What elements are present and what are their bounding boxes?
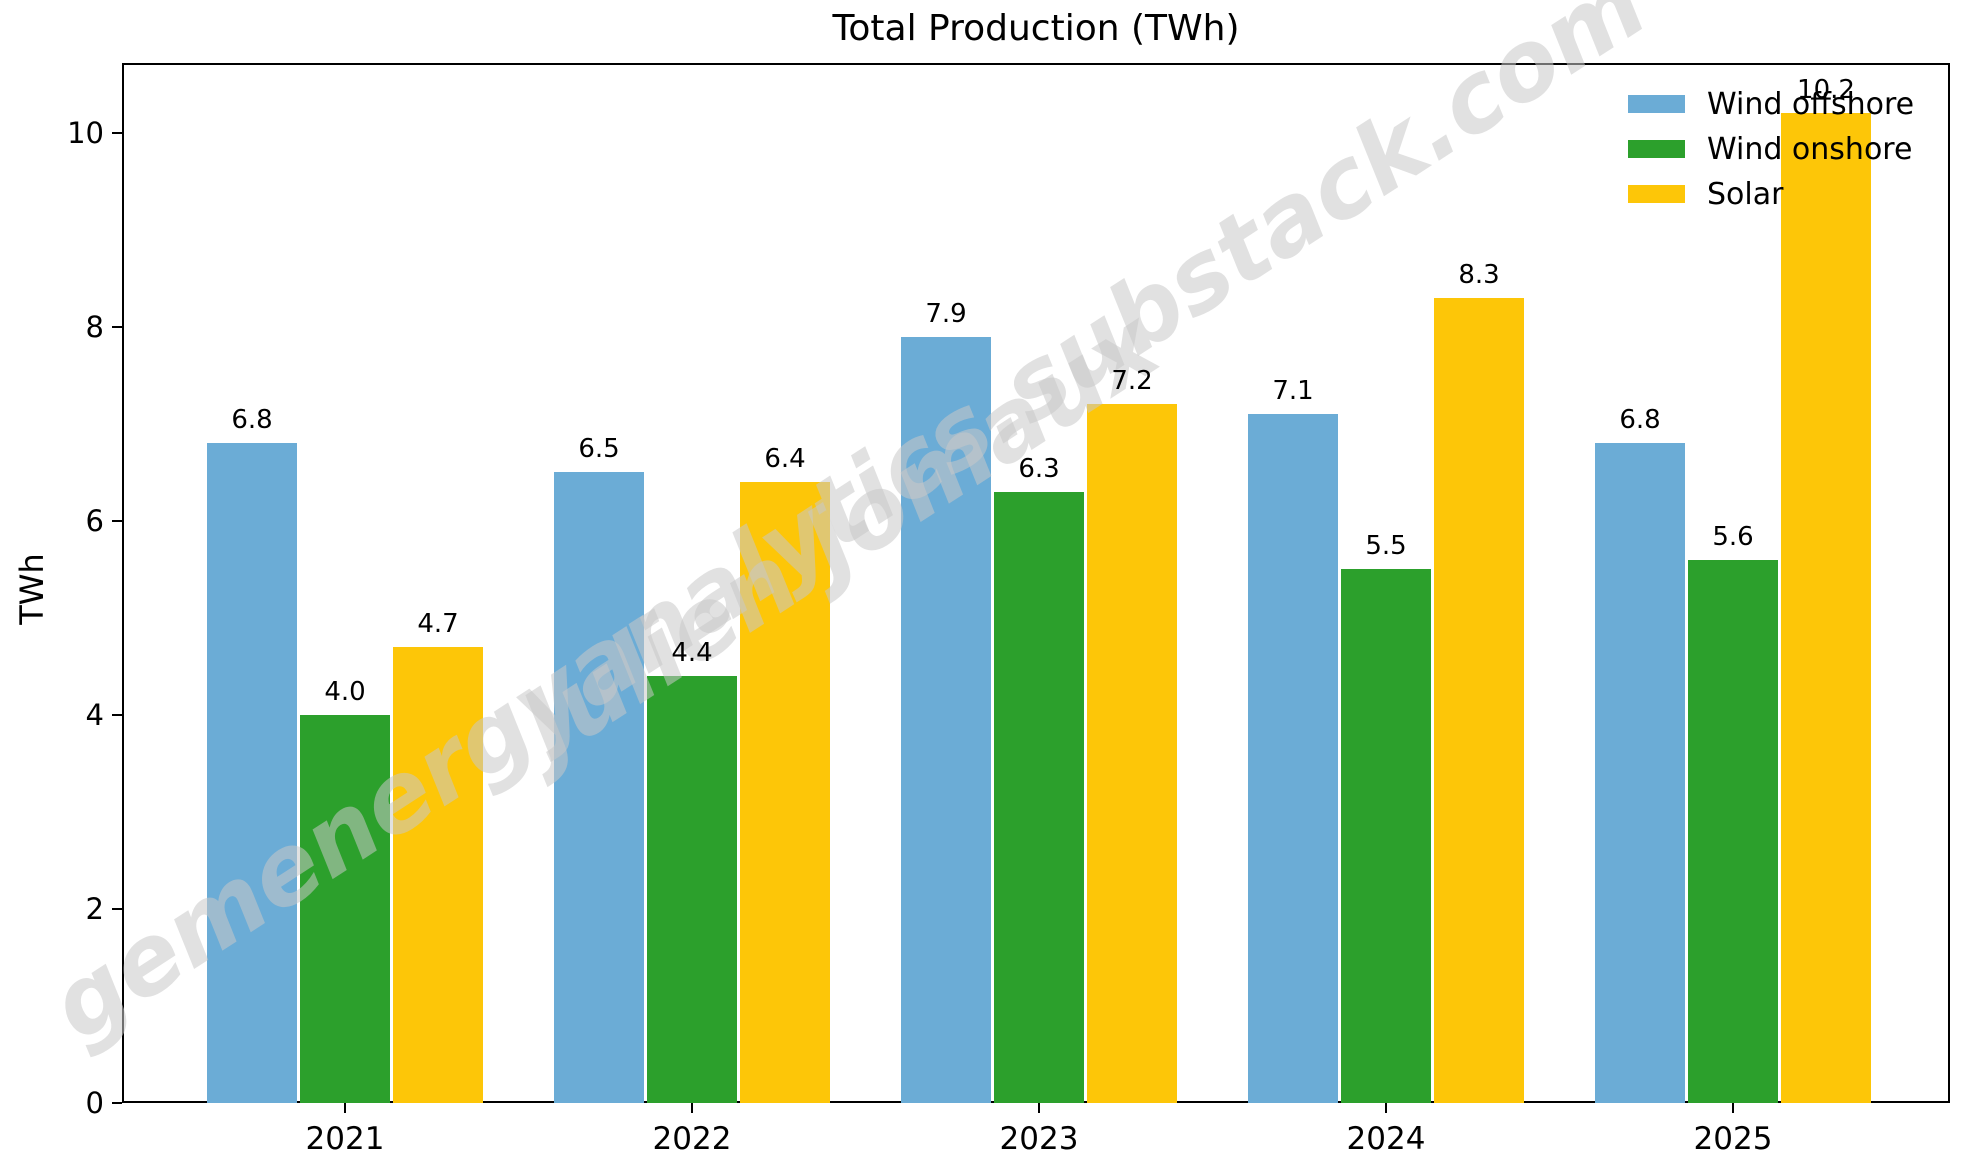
x-tick-label: 2022 [652, 1121, 732, 1157]
bar-wind-offshore-2023 [901, 336, 991, 1103]
y-tick-label: 6 [85, 503, 104, 538]
bar-wind-onshore-2023 [994, 491, 1084, 1103]
bar-value-label: 8.3 [1458, 259, 1500, 290]
bar-solar-2024 [1434, 297, 1524, 1103]
x-tick-label: 2021 [305, 1121, 385, 1157]
legend-swatch-icon [1628, 95, 1685, 113]
legend-item-label: Wind offshore [1707, 86, 1915, 122]
x-tick-label: 2024 [1346, 1121, 1426, 1157]
x-tick-mark [344, 1103, 346, 1113]
legend-swatch-icon [1628, 140, 1685, 158]
bar-value-label: 6.4 [764, 444, 806, 475]
bar-value-label: 6.5 [578, 434, 620, 465]
y-axis-label: TWh [13, 553, 51, 625]
bar-value-label: 5.5 [1365, 531, 1407, 562]
bar-value-label: 7.1 [1272, 376, 1314, 407]
bar-solar-2023 [1087, 404, 1177, 1103]
bar-value-label: 5.6 [1712, 521, 1754, 552]
legend-swatch-icon [1628, 185, 1685, 203]
y-tick-mark [112, 131, 122, 134]
x-tick-mark [691, 1103, 693, 1113]
y-tick-mark [112, 325, 122, 328]
bar-wind-offshore-2022 [554, 472, 644, 1103]
bar-wind-offshore-2025 [1595, 443, 1685, 1103]
bar-wind-offshore-2021 [207, 443, 297, 1103]
bar-wind-onshore-2021 [300, 714, 390, 1103]
y-tick-label: 2 [85, 891, 104, 926]
bar-wind-onshore-2025 [1688, 559, 1778, 1103]
x-tick-mark [1732, 1103, 1734, 1113]
y-tick-label: 8 [85, 309, 104, 344]
y-tick-label: 0 [85, 1086, 104, 1120]
bar-value-label: 6.8 [1619, 405, 1661, 436]
bar-value-label: 4.7 [417, 609, 459, 640]
y-tick-label: 10 [67, 115, 104, 150]
bar-solar-2021 [393, 647, 483, 1103]
y-tick-mark [112, 1102, 122, 1104]
bar-wind-offshore-2024 [1248, 414, 1338, 1103]
bar-wind-onshore-2022 [647, 676, 737, 1103]
bar-wind-onshore-2024 [1341, 569, 1431, 1103]
x-tick-label: 2025 [1693, 1121, 1773, 1157]
bar-value-label: 10.2 [1797, 75, 1855, 106]
bar-value-label: 6.3 [1018, 453, 1060, 484]
bar-value-label: 7.9 [925, 298, 967, 329]
x-tick-mark [1385, 1103, 1387, 1113]
legend-item-wind-onshore: Wind onshore [1628, 132, 1912, 167]
x-tick-mark [1038, 1103, 1040, 1113]
y-tick-mark [112, 907, 122, 910]
y-tick-mark [112, 713, 122, 716]
bar-value-label: 4.4 [671, 638, 713, 669]
bar-solar-2022 [740, 482, 830, 1103]
y-tick-mark [112, 519, 122, 522]
legend-item-label: Wind onshore [1707, 131, 1913, 167]
bar-solar-2025 [1781, 113, 1871, 1103]
bar-value-label: 4.0 [324, 676, 366, 707]
legend-item-label: Solar [1707, 176, 1784, 212]
bar-value-label: 7.2 [1111, 366, 1153, 397]
y-tick-label: 4 [85, 697, 104, 732]
bar-value-label: 6.8 [231, 405, 273, 436]
legend-item-wind-offshore: Wind offshore [1628, 87, 1914, 122]
legend-item-solar: Solar [1628, 177, 1783, 212]
x-tick-label: 2023 [999, 1121, 1079, 1157]
chart-title: Total Production (TWh) [832, 8, 1240, 49]
